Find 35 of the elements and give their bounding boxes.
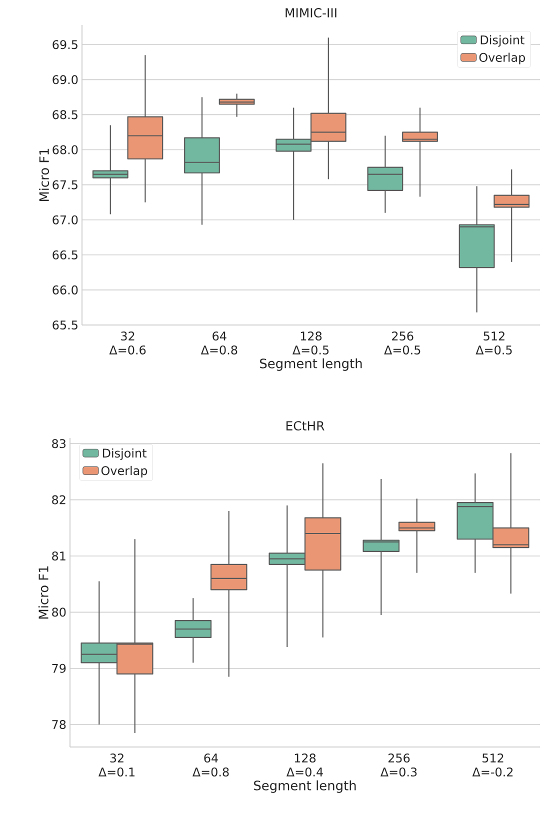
y-tick-label: 81 [52, 551, 66, 561]
y-tick-label: 78 [52, 720, 66, 730]
y-tick-label: 68.0 [52, 145, 78, 154]
chart-title: ECtHR [286, 421, 324, 430]
y-tick-label: 66.0 [52, 285, 78, 294]
y-axis-title: Micro F1 [38, 148, 50, 202]
y-tick-label: 79 [52, 664, 66, 673]
y-tick-label: 83 [52, 439, 66, 448]
x-tick-label: 32 Δ=0.6 [109, 332, 146, 354]
y-tick-label: 67.5 [52, 180, 78, 190]
y-tick-label: 82 [52, 495, 66, 504]
x-tick-label: 32 Δ=0.1 [98, 754, 134, 776]
y-tick-label: 69.5 [52, 40, 78, 50]
x-axis-title: Segment length [260, 358, 362, 371]
x-axis-title: Segment length [254, 780, 356, 793]
y-tick-label: 69.0 [52, 75, 78, 84]
legend-label: Disjoint [102, 448, 146, 460]
x-tick-label: 128 Δ=0.4 [286, 754, 323, 776]
x-tick-label: 256 Δ=0.5 [384, 332, 420, 354]
x-tick-label: 64 Δ=0.8 [192, 754, 229, 776]
legend-label: Disjoint [480, 35, 524, 47]
x-tick-label: 512 Δ=0.5 [476, 332, 512, 354]
y-tick-label: 66.5 [52, 250, 78, 260]
y-tick-label: 67.0 [52, 215, 78, 224]
x-tick-label: 512 Δ=-0.2 [472, 754, 513, 776]
legend-label: Overlap [479, 52, 526, 64]
y-tick-label: 65.5 [52, 320, 78, 330]
chart-title: MIMIC-III [286, 8, 336, 18]
x-tick-label: 256 Δ=0.3 [380, 754, 417, 776]
legend-label: Overlap [101, 466, 148, 478]
x-tick-label: 128 Δ=0.5 [292, 332, 329, 354]
y-axis-title: Micro F1 [38, 566, 48, 619]
y-tick-label: 80 [52, 608, 66, 617]
x-tick-label: 64 Δ=0.8 [200, 332, 238, 354]
y-tick-label: 68.5 [52, 110, 78, 120]
